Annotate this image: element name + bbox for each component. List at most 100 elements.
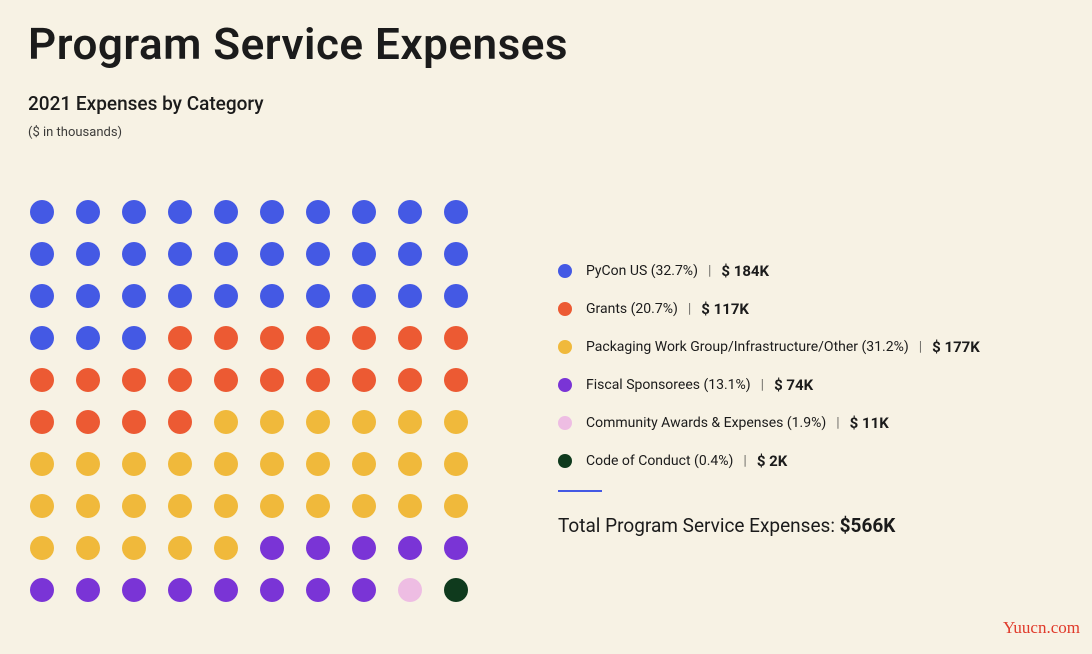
legend-label: Code of Conduct (0.4%) [586,453,733,469]
waffle-dot-packaging [352,410,376,434]
waffle-dot-grants [168,410,192,434]
legend-label: Community Awards & Expenses (1.9%) [586,415,826,431]
legend-row-community: Community Awards & Expenses (1.9%) | $ 11K [558,414,1028,432]
legend-value: $ 2K [757,452,787,470]
waffle-dot-fiscal [352,536,376,560]
waffle-dot-grants [76,368,100,392]
waffle-dot-grants [30,410,54,434]
waffle-dot-grants [122,410,146,434]
legend-value: $ 177K [932,338,980,356]
waffle-dot-packaging [306,410,330,434]
waffle-dot-pycon [306,284,330,308]
waffle-dot-pycon [76,200,100,224]
waffle-dot-packaging [306,452,330,476]
waffle-dot-fiscal [306,536,330,560]
page-title: Program Service Expenses [28,18,1064,70]
waffle-dot-pycon [30,326,54,350]
waffle-dot-grants [214,368,238,392]
legend-row-packaging: Packaging Work Group/Infrastructure/Othe… [558,338,1028,356]
waffle-dot-pycon [122,326,146,350]
waffle-dot-packaging [168,452,192,476]
waffle-dot-grants [76,410,100,434]
waffle-dot-packaging [444,410,468,434]
waffle-dot-pycon [122,200,146,224]
waffle-dot-grants [444,326,468,350]
waffle-dot-packaging [168,536,192,560]
waffle-dot-grants [168,368,192,392]
legend-label: PyCon US (32.7%) [586,263,698,279]
waffle-dot-packaging [214,536,238,560]
legend-separator: | [708,263,711,279]
legend-value: $ 74K [774,376,813,394]
waffle-dot-packaging [398,410,422,434]
waffle-dot-pycon [122,284,146,308]
legend-value: $ 11K [850,414,889,432]
legend-label: Packaging Work Group/Infrastructure/Othe… [586,339,909,355]
waffle-dot-pycon [76,326,100,350]
waffle-dot-fiscal [30,578,54,602]
waffle-dot-grants [306,326,330,350]
waffle-dot-grants [398,326,422,350]
waffle-dot-pycon [122,242,146,266]
legend-separator: | [836,415,839,431]
waffle-dot-grants [398,368,422,392]
waffle-dot-pycon [30,284,54,308]
waffle-dot-packaging [122,452,146,476]
legend-dot-icon [558,454,572,468]
legend-separator: | [743,453,746,469]
waffle-dot-pycon [214,284,238,308]
waffle-dot-pycon [260,200,284,224]
waffle-dot-pycon [76,284,100,308]
legend-value: $ 117K [701,300,749,318]
waffle-dot-grants [168,326,192,350]
waffle-dot-packaging [168,494,192,518]
waffle-dot-grants [306,368,330,392]
waffle-dot-conduct [444,578,468,602]
waffle-dot-fiscal [168,578,192,602]
waffle-dot-packaging [76,452,100,476]
waffle-dot-pycon [214,242,238,266]
waffle-dot-packaging [352,494,376,518]
waffle-dot-packaging [30,494,54,518]
waffle-dot-packaging [30,536,54,560]
legend-row-grants: Grants (20.7%) | $ 117K [558,300,1028,318]
waffle-dot-fiscal [306,578,330,602]
waffle-dot-packaging [260,494,284,518]
content-row: PyCon US (32.7%) | $ 184K Grants (20.7%) | $ … [28,200,1064,602]
legend-separator: | [688,301,691,317]
total-value: $566K [840,514,896,537]
waffle-dot-pycon [168,242,192,266]
waffle-dot-packaging [444,452,468,476]
waffle-dot-pycon [352,284,376,308]
watermark: Yuucn.com [1003,618,1080,638]
waffle-dot-grants [260,368,284,392]
page-note: ($ in thousands) [28,125,1064,140]
waffle-dot-packaging [76,494,100,518]
waffle-dot-pycon [352,242,376,266]
legend-label: Fiscal Sponsorees (13.1%) [586,377,751,393]
legend-dot-icon [558,264,572,278]
waffle-dot-pycon [30,200,54,224]
legend-dot-icon [558,378,572,392]
waffle-dot-packaging [352,452,376,476]
waffle-dot-grants [352,368,376,392]
waffle-chart [30,200,468,602]
waffle-dot-pycon [444,242,468,266]
waffle-dot-grants [214,326,238,350]
waffle-dot-packaging [214,452,238,476]
page-subtitle: 2021 Expenses by Category [28,92,1064,115]
waffle-dot-pycon [260,284,284,308]
waffle-dot-grants [30,368,54,392]
waffle-dot-community [398,578,422,602]
waffle-dot-grants [352,326,376,350]
waffle-dot-packaging [214,410,238,434]
waffle-dot-packaging [30,452,54,476]
legend-label: Grants (20.7%) [586,301,678,317]
waffle-dot-pycon [444,284,468,308]
legend-separator: | [761,377,764,393]
waffle-dot-grants [444,368,468,392]
waffle-dot-fiscal [260,578,284,602]
waffle-dot-pycon [168,284,192,308]
waffle-dot-pycon [260,242,284,266]
legend-value: $ 184K [721,262,769,280]
